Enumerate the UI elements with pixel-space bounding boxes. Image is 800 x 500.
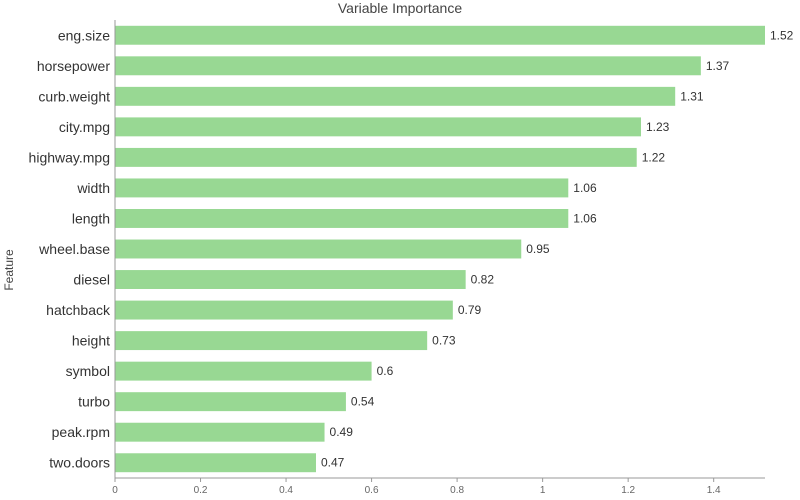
- x-tick-label: 1.2: [621, 485, 635, 496]
- value-label: 0.95: [526, 242, 550, 256]
- category-label: length: [72, 210, 110, 226]
- value-label: 1.31: [680, 89, 704, 103]
- x-tick-label: 0: [112, 485, 118, 496]
- category-label: highway.mpg: [29, 149, 110, 165]
- category-label: horsepower: [37, 58, 110, 74]
- category-label: symbol: [66, 363, 110, 379]
- value-label: 0.49: [330, 425, 354, 439]
- value-label: 0.73: [432, 334, 456, 348]
- bar-peak-rpm: [115, 422, 325, 442]
- bars: eng.size 1.52 horsepower 1.37 curb.weight 1.3…: [29, 25, 794, 473]
- x-axis-ticks: 0 0.2 0.4 0.6 0.8 1 1.2 1.4: [112, 478, 721, 496]
- category-label: peak.rpm: [52, 424, 110, 440]
- bar-city-mpg: [115, 117, 641, 137]
- bar-turbo: [115, 392, 346, 412]
- category-label: diesel: [73, 272, 110, 288]
- x-tick-label: 0.8: [450, 485, 464, 496]
- bar-wheel-base: [115, 239, 522, 259]
- bar-horsepower: [115, 56, 701, 76]
- x-tick-label: 1.4: [707, 485, 721, 496]
- chart-title: Variable Importance: [337, 0, 463, 16]
- bar-two-doors: [115, 453, 316, 473]
- category-label: turbo: [78, 394, 110, 410]
- bar-hatchback: [115, 300, 453, 320]
- y-axis-title: Feature: [2, 249, 16, 291]
- value-label: 1.06: [573, 181, 597, 195]
- bar-highway-mpg: [115, 147, 637, 167]
- bar-width: [115, 178, 569, 198]
- value-label: 1.52: [770, 28, 794, 42]
- bar-height: [115, 331, 428, 351]
- x-tick-label: 1: [540, 485, 546, 496]
- value-label: 0.54: [351, 395, 375, 409]
- x-tick-label: 0.4: [279, 485, 293, 496]
- value-label: 0.82: [471, 273, 495, 287]
- value-label: 0.79: [458, 303, 482, 317]
- category-label: width: [76, 180, 110, 196]
- x-tick-label: 0.2: [194, 485, 208, 496]
- category-label: wheel.base: [38, 241, 110, 257]
- bar-diesel: [115, 270, 466, 289]
- bar-eng-size: [115, 25, 765, 45]
- category-label: eng.size: [58, 27, 110, 43]
- bar-length: [115, 209, 569, 228]
- bar-curb-weight: [115, 86, 676, 106]
- category-label: two.doors: [49, 455, 110, 471]
- value-label: 1.37: [706, 59, 730, 73]
- value-label: 0.47: [321, 456, 345, 470]
- value-label: 1.23: [646, 120, 670, 134]
- value-label: 1.06: [573, 211, 597, 225]
- category-label: height: [72, 333, 110, 349]
- category-label: city.mpg: [59, 119, 110, 135]
- value-label: 1.22: [642, 150, 666, 164]
- category-label: curb.weight: [38, 88, 110, 104]
- category-label: hatchback: [46, 302, 111, 318]
- bar-symbol: [115, 361, 372, 381]
- x-tick-label: 0.6: [365, 485, 379, 496]
- value-label: 0.6: [377, 364, 394, 378]
